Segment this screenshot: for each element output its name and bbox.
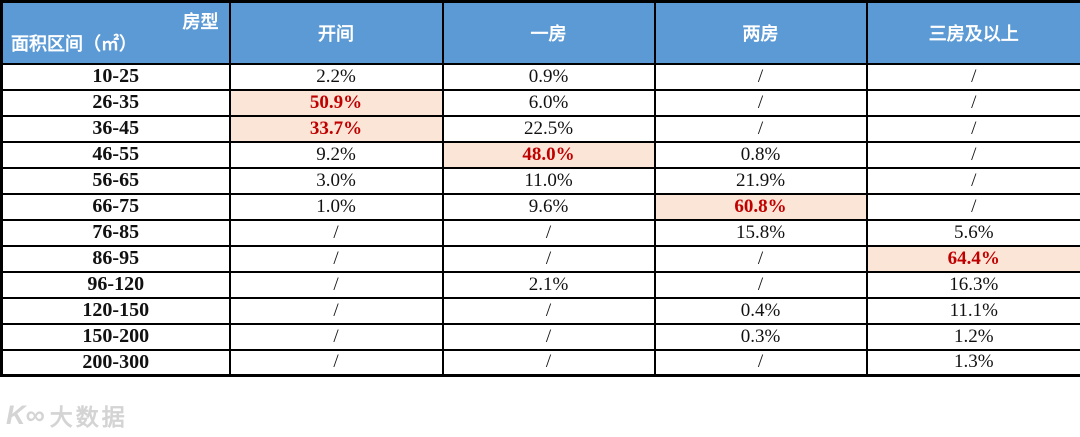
value-cell: 9.2% <box>228 140 444 169</box>
row-label-cell: 66-75 <box>0 192 231 221</box>
value-cell: / <box>653 114 868 143</box>
watermark-logo-icon: K∞ <box>6 399 45 430</box>
value-cell: / <box>653 62 868 91</box>
table-row: 120-150//0.4% 11.1% <box>0 296 1080 325</box>
value-cell: / <box>228 322 444 351</box>
value-cell: / <box>441 348 656 377</box>
value-cell: 21.9% <box>653 166 868 195</box>
value-cell: 0.9% <box>441 62 656 91</box>
column-header-three-plus-bedroom: 三房及以上 <box>865 0 1080 65</box>
table-row: 26-35 50.9% 6.0% / / <box>0 88 1080 117</box>
value-cell: / <box>228 348 444 377</box>
column-header-two-bedroom: 两房 <box>653 0 868 65</box>
value-cell: / <box>441 322 656 351</box>
value-cell: / <box>228 218 444 247</box>
value-cell: 1.3% <box>865 348 1080 377</box>
column-header-studio: 开间 <box>228 0 444 65</box>
value-cell: / <box>865 114 1080 143</box>
value-cell: 15.8% <box>653 218 868 247</box>
value-cell: / <box>865 88 1080 117</box>
value-cell: 2.2% <box>228 62 444 91</box>
table-row: 56-65 3.0% 11.0% 21.9% / <box>0 166 1080 195</box>
value-cell: / <box>441 218 656 247</box>
value-cell: 16.3% <box>865 270 1080 299</box>
value-cell: / <box>865 140 1080 169</box>
value-cell: / <box>865 192 1080 221</box>
value-cell: 2.1% <box>441 270 656 299</box>
row-label-cell: 26-35 <box>0 88 231 117</box>
value-cell: 11.1% <box>865 296 1080 325</box>
value-cell: / <box>865 62 1080 91</box>
value-cell: 64.4% <box>865 244 1080 273</box>
value-cell: / <box>228 244 444 273</box>
value-cell: / <box>228 296 444 325</box>
value-cell: 1.0% <box>228 192 444 221</box>
value-cell: / <box>653 348 868 377</box>
value-cell: 60.8% <box>653 192 868 221</box>
table-row: 86-95///64.4% <box>0 244 1080 273</box>
table-row: 76-85//15.8% 5.6% <box>0 218 1080 247</box>
value-cell: 6.0% <box>441 88 656 117</box>
table-row: 46-55 9.2% 48.0% 0.8% / <box>0 140 1080 169</box>
watermark: K∞ 大数据 <box>6 398 128 432</box>
row-label-cell: 120-150 <box>0 296 231 325</box>
value-cell: 50.9% <box>228 88 444 117</box>
table-body: 10-25 2.2% 0.9% //26-35 50.9% 6.0% //36-45 33.7… <box>0 62 1080 377</box>
row-label-cell: 36-45 <box>0 114 231 143</box>
value-cell: 0.8% <box>653 140 868 169</box>
value-cell: 0.4% <box>653 296 868 325</box>
row-label-cell: 200-300 <box>0 348 231 377</box>
corner-label-unit-type: 房型 <box>182 12 219 32</box>
value-cell: 48.0% <box>441 140 656 169</box>
value-cell: 0.3% <box>653 322 868 351</box>
value-cell: 1.2% <box>865 322 1080 351</box>
value-cell: / <box>653 244 868 273</box>
value-cell: 3.0% <box>228 166 444 195</box>
table-row: 10-25 2.2% 0.9% / / <box>0 62 1080 91</box>
table-row: 36-45 33.7% 22.5% / / <box>0 114 1080 143</box>
value-cell: / <box>653 88 868 117</box>
table-row: 66-75 1.0% 9.6% 60.8% / <box>0 192 1080 221</box>
table-row: 96-120/2.1%/16.3% <box>0 270 1080 299</box>
table-row: 150-200//0.3% 1.2% <box>0 322 1080 351</box>
row-label-cell: 56-65 <box>0 166 231 195</box>
value-cell: 33.7% <box>228 114 444 143</box>
row-label-cell: 46-55 <box>0 140 231 169</box>
value-cell: / <box>441 296 656 325</box>
row-label-cell: 86-95 <box>0 244 231 273</box>
value-cell: 11.0% <box>441 166 656 195</box>
value-cell: 5.6% <box>865 218 1080 247</box>
row-label-cell: 10-25 <box>0 62 231 91</box>
value-cell: 9.6% <box>441 192 656 221</box>
value-cell: / <box>865 166 1080 195</box>
corner-header-cell: 房型 面积区间（㎡） <box>0 0 231 65</box>
unit-mix-table: 房型 面积区间（㎡） 开间 一房 两房 三房及以上 10-25 2.2% 0.9% /… <box>0 0 1080 377</box>
watermark-text: 大数据 <box>49 404 128 430</box>
row-label-cell: 76-85 <box>0 218 231 247</box>
value-cell: 22.5% <box>441 114 656 143</box>
row-label-cell: 150-200 <box>0 322 231 351</box>
value-cell: / <box>653 270 868 299</box>
corner-label-area-range: 面积区间（㎡） <box>11 33 137 54</box>
column-header-one-bedroom: 一房 <box>441 0 656 65</box>
table-header: 房型 面积区间（㎡） 开间 一房 两房 三房及以上 <box>0 0 1080 65</box>
value-cell: / <box>228 270 444 299</box>
row-label-cell: 96-120 <box>0 270 231 299</box>
value-cell: / <box>441 244 656 273</box>
table-row: 200-300///1.3% <box>0 348 1080 377</box>
